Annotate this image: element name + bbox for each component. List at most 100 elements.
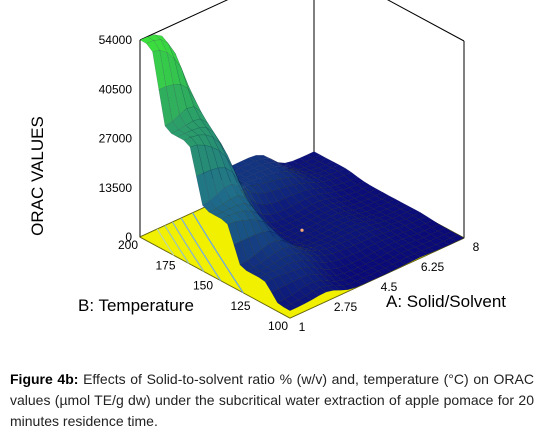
surface-patch xyxy=(257,213,272,228)
z-tick-label: 0 xyxy=(125,230,132,244)
surface-patch xyxy=(365,208,381,215)
surface-patch xyxy=(299,189,314,199)
surface-patch xyxy=(334,189,349,197)
surface-patch xyxy=(325,161,340,169)
tick-labels: 0 13500 27000 40500 54000 1 2.75 4.5 6.25 8 100 125… xyxy=(99,33,480,334)
x-tick-label: 8 xyxy=(473,240,480,254)
surface-patch xyxy=(295,253,310,261)
surface-patch xyxy=(356,181,371,189)
surface-patch xyxy=(375,232,390,241)
surface-patch xyxy=(238,186,253,207)
surface-patch xyxy=(300,182,315,190)
surface-patch xyxy=(291,157,307,165)
surface-patch xyxy=(206,127,221,144)
z-tick-label: 13500 xyxy=(99,181,133,195)
surface-patch xyxy=(294,177,309,184)
surface-patch xyxy=(221,215,236,225)
surface-patch xyxy=(154,34,169,44)
surface-patch xyxy=(219,143,234,169)
surface-patch xyxy=(305,242,321,248)
surface-patch xyxy=(240,237,255,262)
caption-text: Effects of Solid-to-solvent ratio % (w/v… xyxy=(10,371,534,429)
surface-patch xyxy=(253,164,268,172)
surface-patch xyxy=(305,158,320,165)
surface-patch xyxy=(277,162,292,167)
y-tick-label: 200 xyxy=(118,238,138,252)
surface-patch xyxy=(282,215,298,224)
figure-caption: Figure 4b: Effects of Solid-to-solvent r… xyxy=(10,369,534,432)
frame-top-right-edge xyxy=(387,0,465,42)
surface-patch xyxy=(313,187,329,195)
surface-patch xyxy=(209,194,224,209)
surface-patch xyxy=(370,271,385,279)
surface-patch xyxy=(271,188,286,202)
surface-patch xyxy=(428,244,443,252)
surface-patch xyxy=(421,247,436,255)
surface-patch xyxy=(258,273,273,282)
surface-patch xyxy=(267,162,283,168)
surface-patch xyxy=(282,247,297,256)
surface-patch xyxy=(280,264,295,274)
surface-patch xyxy=(279,177,294,187)
surface-patch xyxy=(197,144,211,174)
surface-patch xyxy=(167,43,182,69)
surface-patch xyxy=(378,260,393,269)
surface-patch xyxy=(314,273,329,282)
surface-patch xyxy=(259,174,274,183)
surface-patch xyxy=(263,221,278,235)
surface-patch xyxy=(299,239,314,246)
surface-patch xyxy=(286,184,301,196)
surface-patch xyxy=(341,187,357,195)
surface-patch xyxy=(263,155,277,163)
surface-patch xyxy=(289,246,304,255)
surface-patch xyxy=(264,191,279,204)
surface-patch xyxy=(341,232,356,241)
surface-patch xyxy=(327,191,342,199)
surface-patch xyxy=(435,241,450,249)
surface-patch xyxy=(159,49,174,87)
surface-patch xyxy=(399,256,414,265)
surface-patch xyxy=(338,206,354,212)
surface-patch xyxy=(274,226,289,234)
surface-patch xyxy=(286,270,301,282)
surface-patch xyxy=(269,158,284,166)
surface-patch xyxy=(289,168,303,175)
surface-patch xyxy=(192,118,207,128)
surface-patch xyxy=(362,224,378,232)
surface-patch xyxy=(413,250,429,258)
contour-line xyxy=(156,228,175,256)
surface-patch xyxy=(302,174,317,179)
z-axis-title: ORAC VALUES xyxy=(28,116,47,236)
surface-patch xyxy=(300,274,315,286)
z-tick-label: 54000 xyxy=(99,33,133,47)
x-tick-label: 4.5 xyxy=(381,280,398,294)
surface-patch xyxy=(186,106,201,122)
surface-patch xyxy=(218,150,233,173)
surface-patch xyxy=(360,198,375,206)
y-tick-label: 100 xyxy=(268,319,288,333)
surface-patch xyxy=(296,171,311,175)
surface-patch xyxy=(290,168,304,172)
surface-patch xyxy=(392,208,408,216)
surface-patch xyxy=(229,205,244,214)
surface-patch xyxy=(352,250,367,260)
surface-patch xyxy=(223,183,239,200)
surface-patch xyxy=(334,285,349,291)
surface-patch xyxy=(326,285,342,291)
surface-patch xyxy=(384,218,399,225)
surface-patch xyxy=(315,267,330,276)
surface-patch xyxy=(211,146,226,169)
y-tick-label: 175 xyxy=(155,258,175,272)
surface-patch xyxy=(312,154,327,162)
surface-patch xyxy=(384,264,400,272)
surface-patch xyxy=(321,186,336,194)
surface-patch xyxy=(265,180,280,192)
surface-patch xyxy=(185,120,200,131)
contour-line xyxy=(192,212,244,294)
surface-patch xyxy=(357,263,373,272)
x-tick-label: 2.75 xyxy=(334,300,358,314)
surface-patch xyxy=(308,177,323,183)
surface-patch xyxy=(369,228,384,236)
surface-patch xyxy=(305,290,320,301)
response-surface xyxy=(139,34,465,311)
